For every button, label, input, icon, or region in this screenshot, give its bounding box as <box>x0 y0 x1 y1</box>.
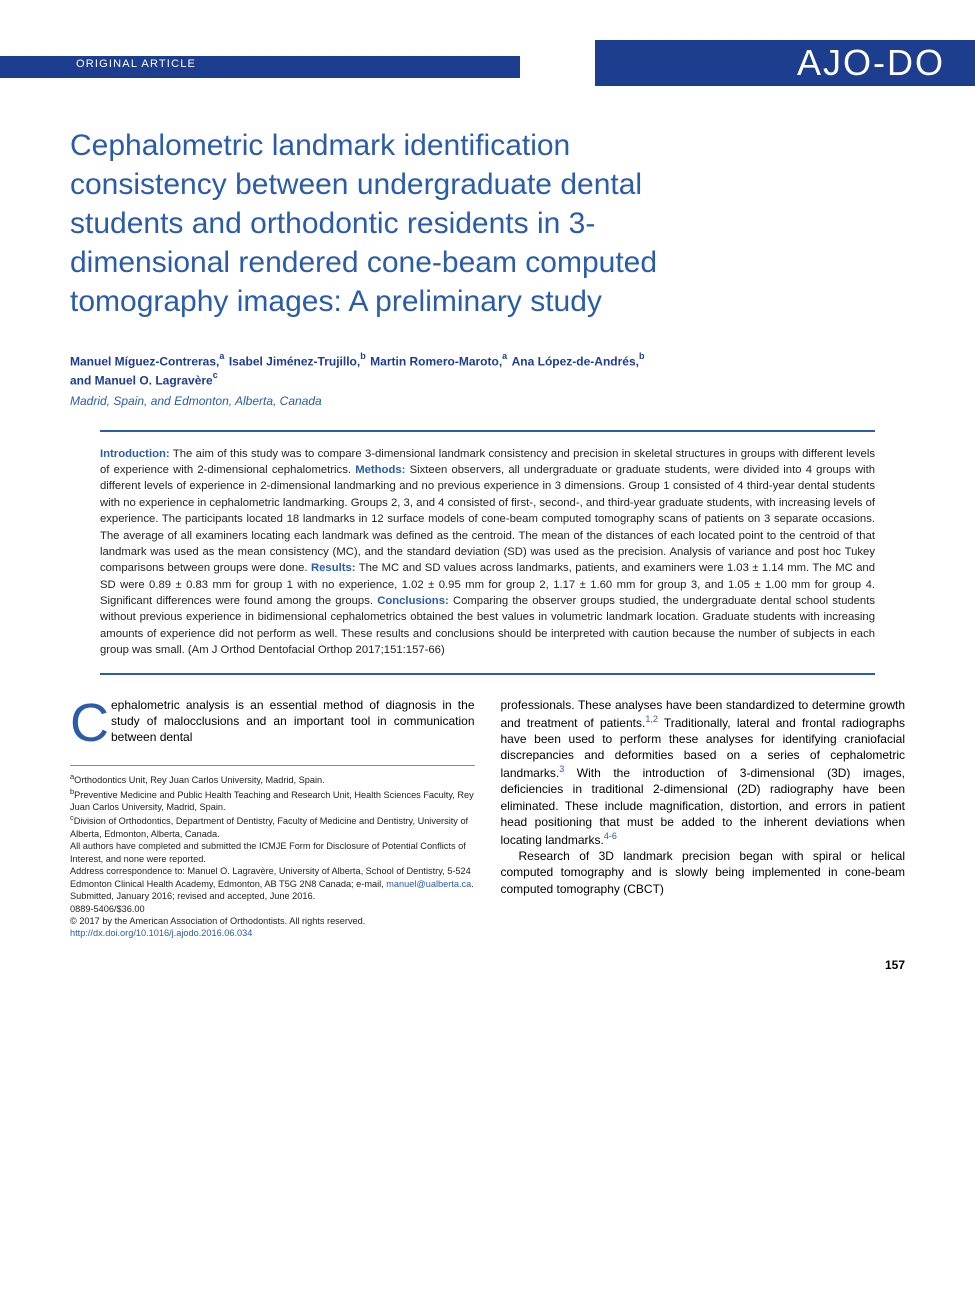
abstract-top-divider <box>100 430 875 432</box>
citation-1-2[interactable]: 1,2 <box>645 714 658 724</box>
author-1: Manuel Míguez-Contreras, <box>70 354 219 368</box>
affil-b-text: Preventive Medicine and Public Health Te… <box>70 790 474 812</box>
abstract-intro-label: Introduction: <box>100 448 170 460</box>
journal-page: ORIGINAL ARTICLE AJO-DO Cephalometric la… <box>0 0 975 1002</box>
affiliation-b: bPreventive Medicine and Public Health T… <box>70 787 475 814</box>
author-4-affil-sup: b <box>639 351 645 361</box>
citation-4-6[interactable]: 4-6 <box>604 831 617 841</box>
article-title: Cephalometric landmark identification co… <box>70 126 710 321</box>
author-3-affil-sup: a <box>502 351 507 361</box>
author-3: Martin Romero-Maroto, <box>370 354 502 368</box>
body-para-2: Research of 3D landmark precision began … <box>501 848 906 897</box>
header-bar-right: AJO-DO <box>595 40 975 86</box>
abstract-methods-label: Methods: <box>355 464 405 476</box>
column-left: Cephalometric analysis is an essential m… <box>70 697 475 940</box>
author-4: Ana López-de-Andrés, <box>512 354 639 368</box>
author-2: Isabel Jiménez-Trujillo, <box>229 354 360 368</box>
affiliation-a: aOrthodontics Unit, Rey Juan Carlos Univ… <box>70 772 475 786</box>
correspondence-email-link[interactable]: manuel@ualberta.ca <box>386 879 471 889</box>
page-header: ORIGINAL ARTICLE AJO-DO <box>70 40 905 96</box>
author-locations: Madrid, Spain, and Edmonton, Alberta, Ca… <box>70 394 905 408</box>
affil-a-text: Orthodontics Unit, Rey Juan Carlos Unive… <box>74 775 325 785</box>
authors-block: Manuel Míguez-Contreras,a Isabel Jiménez… <box>70 351 905 390</box>
affil-c-text: Division of Orthodontics, Department of … <box>70 817 468 839</box>
body-para-1-cont: professionals. These analyses have been … <box>501 697 906 849</box>
body-columns: Cephalometric analysis is an essential m… <box>70 697 905 940</box>
author-2-affil-sup: b <box>360 351 366 361</box>
copyright-line: © 2017 by the American Association of Or… <box>70 915 475 927</box>
correspondence-suffix: . <box>471 879 474 889</box>
author-5-affil-sup: c <box>213 370 218 380</box>
affiliations-block: aOrthodontics Unit, Rey Juan Carlos Univ… <box>70 772 475 940</box>
column-right: professionals. These analyses have been … <box>501 697 906 940</box>
journal-logo-text: AJO-DO <box>797 42 945 84</box>
disclosure-statement: All authors have completed and submitted… <box>70 840 475 865</box>
page-number: 157 <box>70 958 905 972</box>
doi-link[interactable]: http://dx.doi.org/10.1016/j.ajodo.2016.0… <box>70 927 475 939</box>
correspondence-block: Address correspondence to: Manuel O. Lag… <box>70 865 475 890</box>
abstract-conclusions-label: Conclusions: <box>377 595 449 607</box>
abstract-results-label: Results: <box>311 562 356 574</box>
affiliation-divider <box>70 765 475 766</box>
submitted-date: Submitted, January 2016; revised and acc… <box>70 890 475 902</box>
abstract-bottom-divider <box>100 673 875 675</box>
body-para-1: Cephalometric analysis is an essential m… <box>70 697 475 746</box>
article-type-label: ORIGINAL ARTICLE <box>76 58 196 70</box>
body-para-1-text: ephalometric analysis is an essential me… <box>111 698 475 744</box>
dropcap-letter: C <box>70 697 111 747</box>
abstract-methods-text: Sixteen observers, all undergraduate or … <box>100 464 875 574</box>
abstract-text: Introduction: The aim of this study was … <box>100 446 875 659</box>
author-1-affil-sup: a <box>219 351 224 361</box>
author-5: and Manuel O. Lagravère <box>70 374 213 388</box>
issn-price: 0889-5406/$36.00 <box>70 903 475 915</box>
affiliation-c: cDivision of Orthodontics, Department of… <box>70 813 475 840</box>
col2-p1c: With the introduction of 3-dimensional (… <box>501 766 906 847</box>
